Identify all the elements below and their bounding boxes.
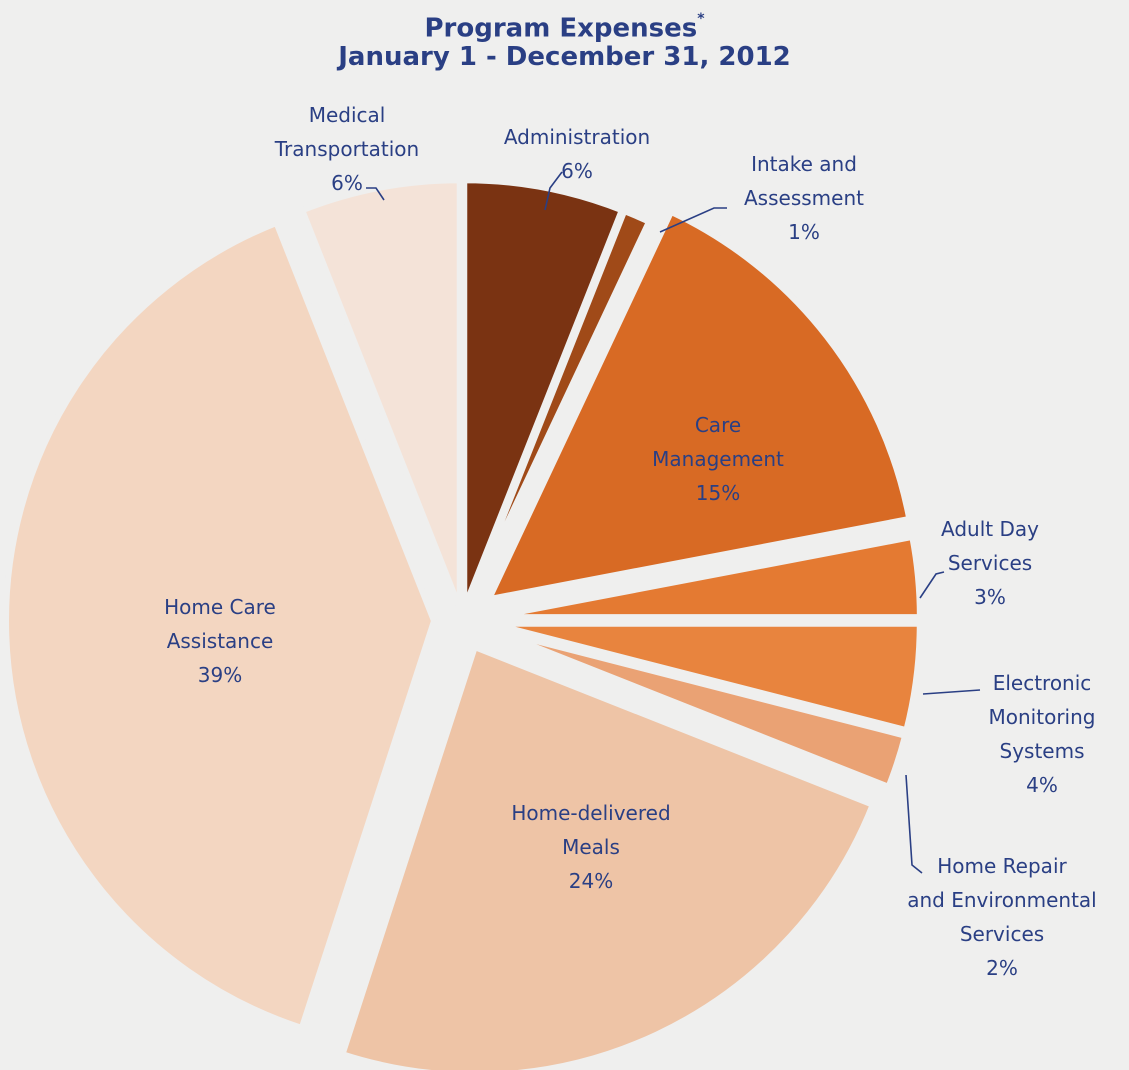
pie-slice-care — [485, 208, 913, 603]
leader-line-adult_day — [919, 571, 945, 599]
slice-label-line: and Environmental — [907, 888, 1097, 912]
pie-slice-administration — [461, 177, 625, 612]
slice-label-meals: Home-delivered Meals 24% — [511, 801, 670, 893]
slice-label-line: Transportation — [274, 137, 419, 161]
slice-label-electronic: Electronic Monitoring Systems 4% — [989, 671, 1096, 797]
pie-slice-medical — [299, 177, 463, 612]
slice-label-line: Services — [960, 922, 1044, 946]
chart-subtitle: January 1 - December 31, 2012 — [338, 42, 791, 72]
leader-line-electronic — [922, 689, 981, 695]
slice-label-medical: Medical Transportation 6% — [274, 103, 419, 195]
slice-label-line: Services — [948, 551, 1032, 575]
leader-line-intake — [659, 207, 727, 233]
slice-label-line: 2% — [986, 956, 1018, 980]
slice-label-line: 24% — [569, 869, 613, 893]
slice-label-line: Care — [695, 413, 741, 437]
pie-slice-home_care — [3, 219, 438, 1031]
slice-label-line: Home-delivered — [511, 801, 670, 825]
slice-label-intake: Intake and Assessment 1% — [744, 152, 864, 244]
leader-line-home_repair — [905, 774, 923, 874]
pie-slice-adult_day — [488, 533, 923, 621]
slice-label-line: Electronic — [993, 671, 1092, 695]
pie-slice-meals — [339, 644, 876, 1070]
slice-label-adult_day: Adult Day Services 3% — [941, 517, 1039, 609]
slice-label-line: 3% — [974, 585, 1006, 609]
leader-line-administration — [544, 171, 563, 211]
slice-label-line: 6% — [561, 159, 593, 183]
slice-label-line: Medical — [309, 103, 386, 127]
slice-label-line: Management — [652, 447, 784, 471]
slice-label-home_care: Home Care Assistance 39% — [164, 595, 276, 687]
slice-label-line: Home Care — [164, 595, 276, 619]
slice-label-care: Care Management 15% — [652, 413, 784, 505]
slice-label-line: Monitoring — [989, 705, 1096, 729]
slice-label-line: 15% — [696, 481, 740, 505]
slice-label-line: Assessment — [744, 186, 864, 210]
slice-label-line: Home Repair — [937, 854, 1067, 878]
slice-label-home_repair: Home Repair and Environmental Services 2% — [907, 854, 1097, 980]
slice-label-line: Administration — [504, 125, 650, 149]
slice-label-administration: Administration 6% — [504, 125, 650, 183]
pie-slice-intake — [463, 208, 652, 612]
slice-label-line: 39% — [198, 663, 242, 687]
pie-slice-electronic — [488, 620, 923, 734]
slice-label-line: 4% — [1026, 773, 1058, 797]
slice-label-line: Intake and — [751, 152, 857, 176]
chart-title-text: Program Expenses — [424, 13, 698, 44]
slice-label-line: 1% — [788, 220, 820, 244]
pie-slice-home_repair — [487, 626, 909, 790]
slice-label-line: Systems — [1000, 739, 1085, 763]
leader-line-medical — [366, 187, 385, 201]
slice-label-line: 6% — [331, 171, 363, 195]
slice-label-line: Adult Day — [941, 517, 1039, 541]
slice-label-line: Meals — [562, 835, 620, 859]
chart-title: Program Expenses* — [0, 6, 1129, 46]
footnote-marker: * — [697, 11, 705, 27]
slice-label-line: Assistance — [167, 629, 274, 653]
